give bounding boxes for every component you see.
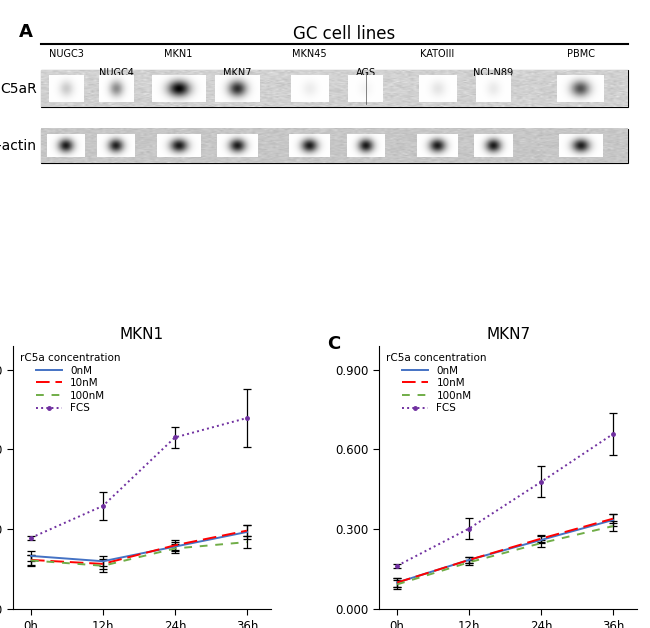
Text: MKN7: MKN7: [224, 68, 252, 77]
Text: C5aR: C5aR: [0, 82, 36, 95]
Text: A: A: [20, 23, 33, 41]
Text: AGS: AGS: [356, 68, 376, 77]
Text: NCI-N89: NCI-N89: [473, 68, 514, 77]
Bar: [41, 129, 628, 163]
Text: MKN45: MKN45: [292, 48, 327, 58]
Title: MKN1: MKN1: [120, 327, 164, 342]
Legend: 0nM, 10nM, 100nM, FCS: 0nM, 10nM, 100nM, FCS: [18, 351, 123, 415]
Bar: [41, 70, 628, 107]
Text: PBMC: PBMC: [567, 48, 595, 58]
Legend: 0nM, 10nM, 100nM, FCS: 0nM, 10nM, 100nM, FCS: [384, 351, 489, 415]
Text: GC cell lines: GC cell lines: [292, 25, 395, 43]
Text: β-actin: β-actin: [0, 139, 36, 153]
Title: MKN7: MKN7: [486, 327, 530, 342]
Text: MKN1: MKN1: [164, 48, 192, 58]
Text: C: C: [328, 335, 341, 353]
Text: NUGC3: NUGC3: [49, 48, 83, 58]
Text: NUGC4: NUGC4: [99, 68, 133, 77]
Text: KATOIII: KATOIII: [420, 48, 454, 58]
